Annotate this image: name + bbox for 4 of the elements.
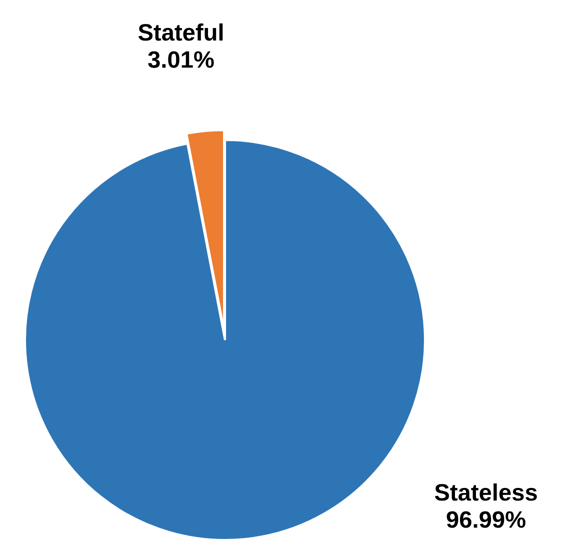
slice-label: Stateless xyxy=(434,483,537,501)
slice-label: Stateful xyxy=(138,23,223,41)
data-label: 3.01% xyxy=(148,51,214,68)
data-label: 96.99% xyxy=(446,511,526,528)
